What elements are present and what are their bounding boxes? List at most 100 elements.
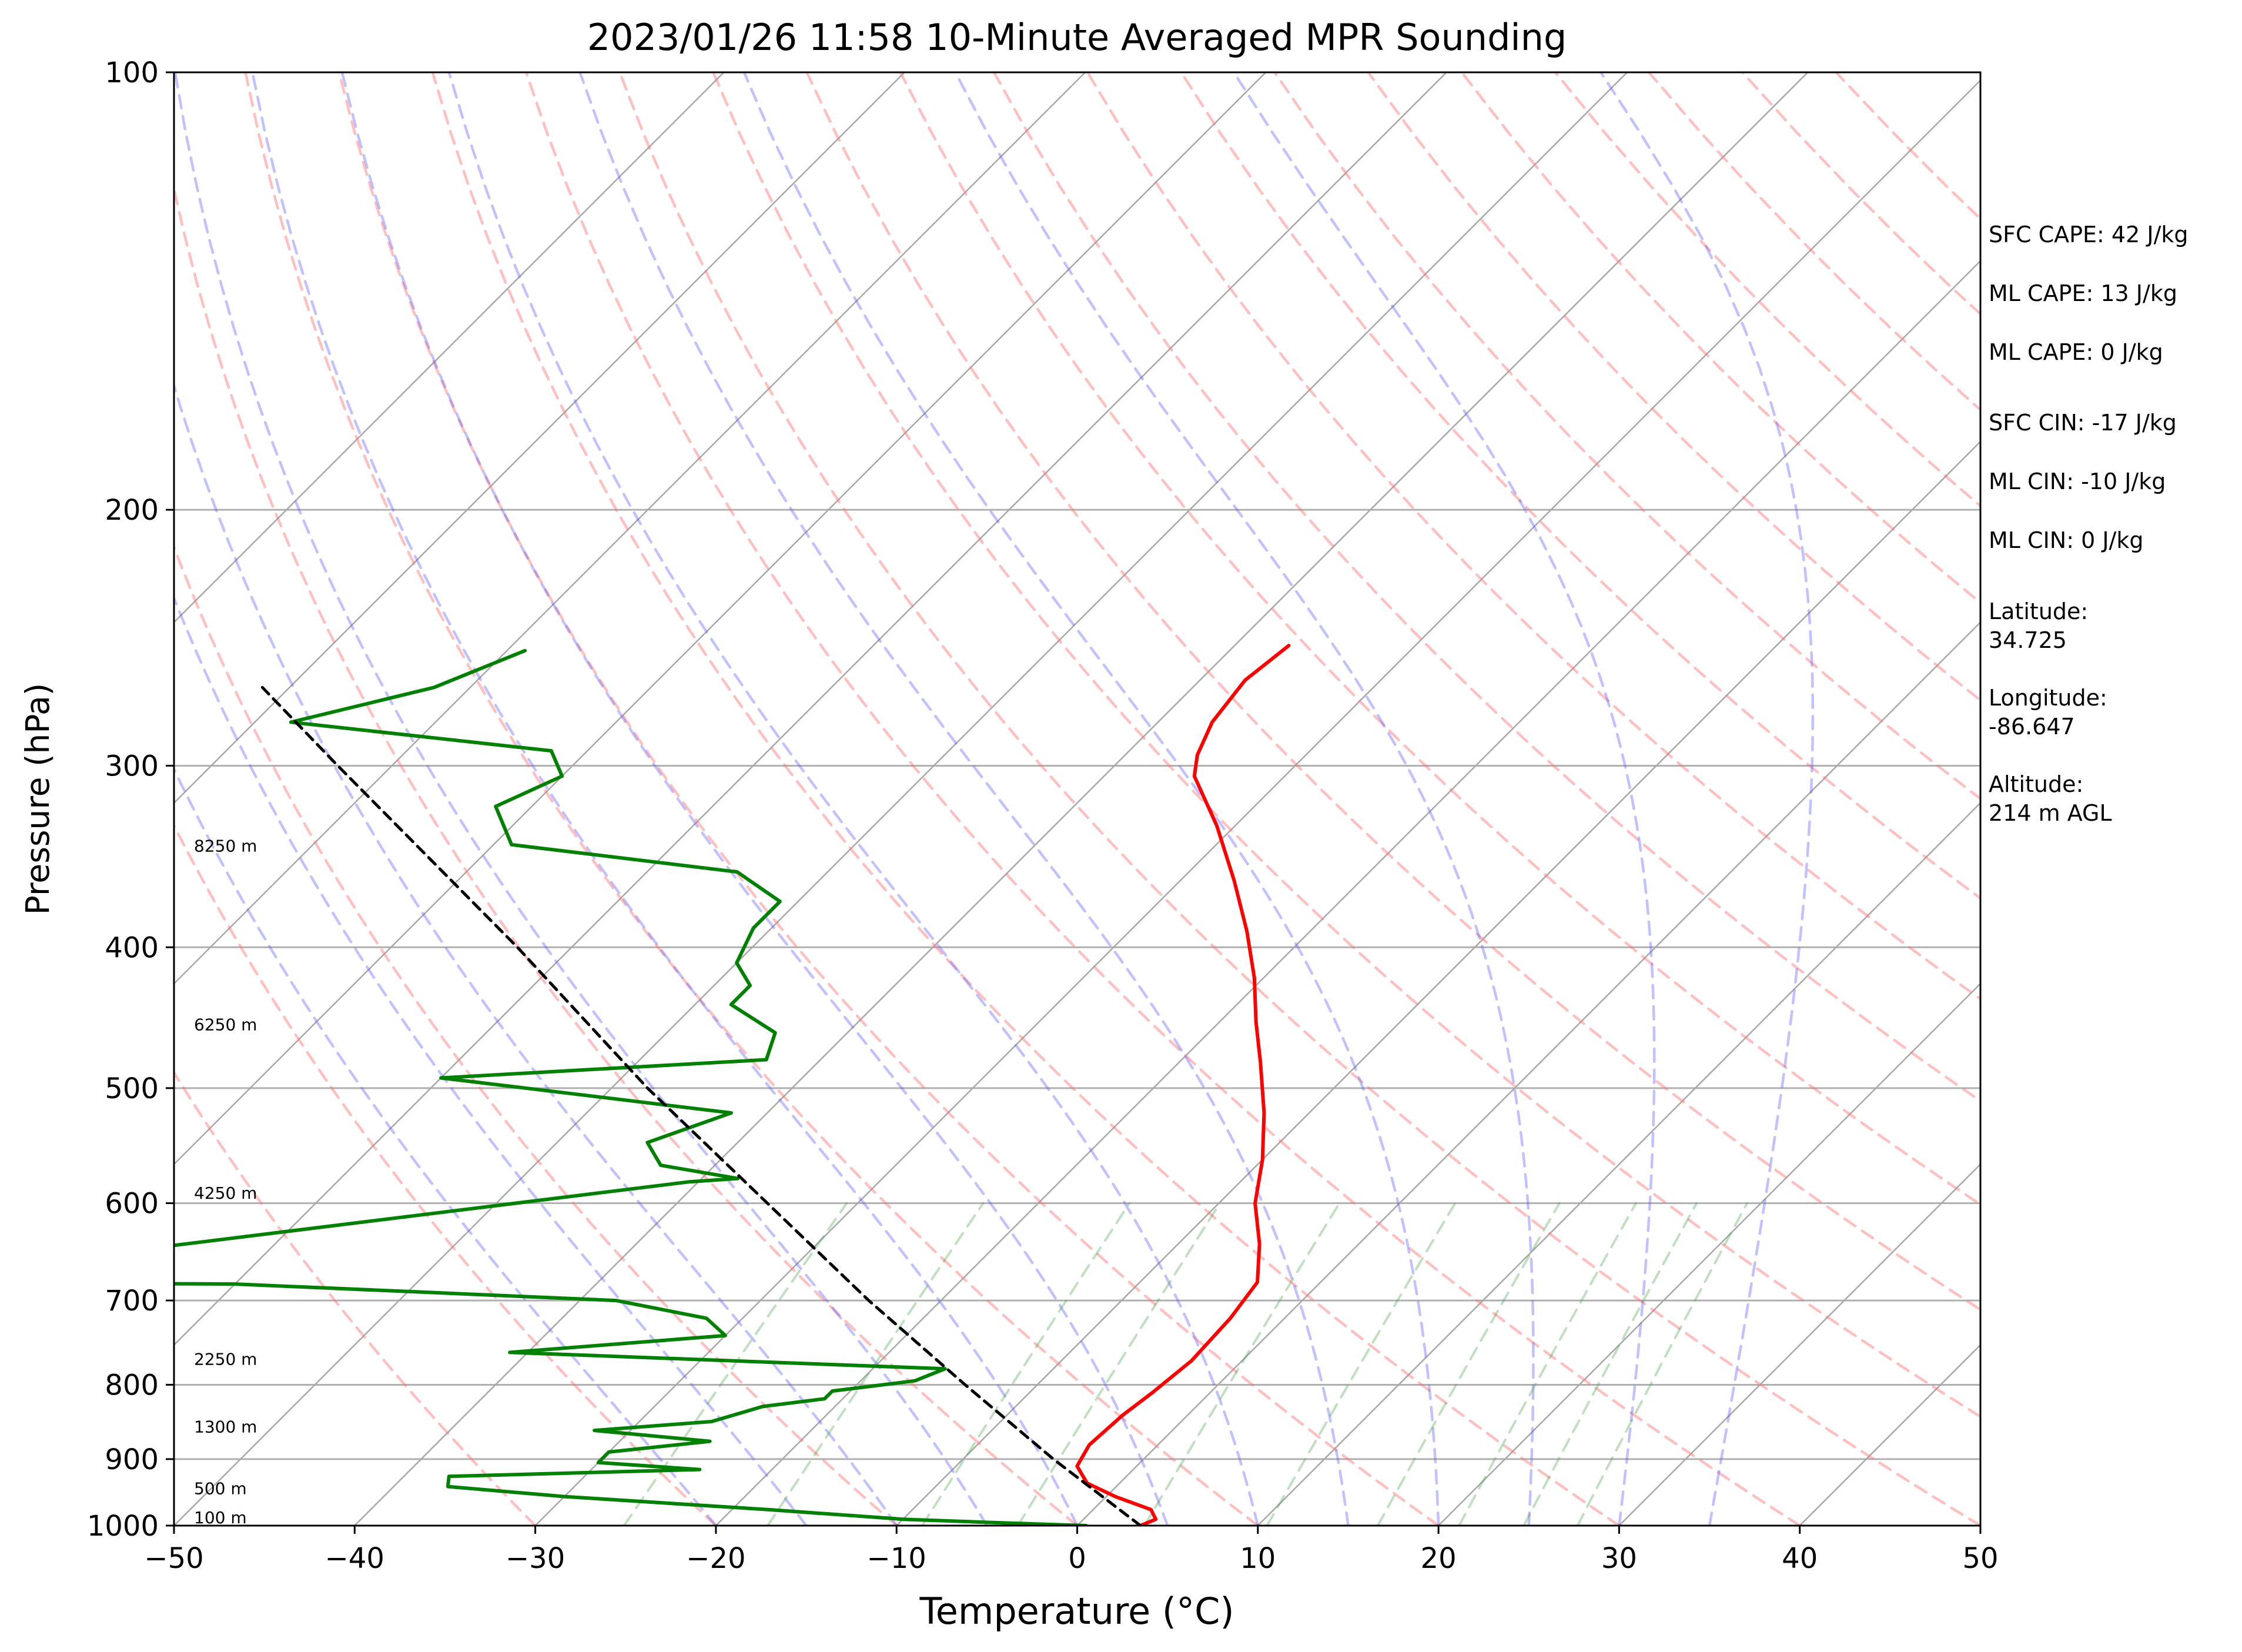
x-axis-label: Temperature (°C) [919, 1590, 1234, 1633]
mixing-ratio-line [1016, 1202, 1222, 1526]
x-tick-label: 0 [1068, 1542, 1086, 1575]
annotation-text: SFC CIN: -17 J/kg [1989, 410, 2177, 436]
y-tick-label: 300 [105, 750, 159, 782]
dry-adiabat-line [992, 72, 1980, 1103]
y-tick-label: 200 [105, 494, 159, 527]
dry-adiabat-line [174, 1070, 537, 1526]
x-tick-label: 30 [1601, 1542, 1637, 1575]
y-tick-label: 100 [105, 56, 159, 89]
annotation-text: ML CIN: -10 J/kg [1989, 469, 2166, 494]
x-tick-label: 40 [1782, 1542, 1818, 1575]
moist-adiabat-line [174, 381, 898, 1526]
dry-adiabat-line [244, 72, 1260, 1526]
dry-adiabat-line [899, 72, 1980, 1206]
data-series [174, 644, 1291, 1526]
height-label: 1300 m [194, 1417, 257, 1437]
moist-adiabat-line [251, 72, 1079, 1526]
annotations: SFC CAPE: 42 J/kg ML CAPE: 13 J/kg ML CAPE… [1989, 222, 2189, 826]
parcel-path-line [260, 685, 1142, 1526]
isotherm-line [715, 260, 1980, 1526]
height-label: 100 m [194, 1508, 247, 1527]
x-tick-label: 10 [1240, 1542, 1276, 1575]
y-tick-label: 400 [105, 931, 159, 964]
isotherm-line [174, 72, 1267, 1166]
y-tick-label: 800 [105, 1369, 159, 1402]
dry-adiabat-line [1273, 72, 1980, 801]
isotherm-line [1257, 802, 1980, 1526]
mixing-ratio-line [1576, 1202, 1749, 1526]
height-label: 2250 m [194, 1350, 257, 1369]
axis-ticks: −50 −40 −30 −20 −10 0 10 20 30 40 50 1000 900 800 700 6… [87, 56, 1999, 1575]
height-labels: 100 m 500 m 1300 m 2250 m 4250 m 6250 m 8250 m [194, 836, 257, 1527]
dry-adiabat-line [524, 72, 1801, 1526]
moist-adiabat-line [1599, 72, 1815, 1526]
moist-adiabat-line [174, 72, 989, 1526]
mixing-ratio-line [1143, 1202, 1341, 1526]
isotherm-line [174, 72, 905, 804]
dry-adiabat-line [712, 72, 1980, 1419]
x-tick-label: 20 [1421, 1542, 1457, 1575]
moist-adiabat-line [340, 72, 1169, 1526]
dry-adiabat-line [805, 72, 1980, 1312]
x-tick-label: −10 [867, 1542, 926, 1575]
mixing-ratio-line [767, 1202, 985, 1526]
height-label: 500 m [194, 1479, 247, 1499]
background-grid [174, 72, 1980, 1526]
annotation-text: Longitude: [1989, 685, 2107, 711]
isotherm-line [174, 72, 725, 624]
dry-adiabat-line [174, 543, 898, 1526]
annotation-text: ML CAPE: 13 J/kg [1989, 280, 2177, 306]
moist-adiabat-line [174, 766, 718, 1526]
isotherm-line [174, 72, 1628, 1526]
annotation-text: Latitude: [1989, 598, 2088, 624]
moist-adiabat-line [578, 72, 1350, 1526]
y-tick-label: 600 [105, 1188, 159, 1220]
moist-adiabat-line [742, 72, 1440, 1526]
y-tick-label: 900 [105, 1443, 159, 1476]
mixing-ratio-line [1376, 1202, 1561, 1526]
dry-adiabat-line [431, 72, 1621, 1526]
isotherm-line [1438, 982, 1980, 1526]
y-tick-label: 700 [105, 1285, 159, 1317]
dry-adiabat-line [337, 72, 1440, 1526]
isotherm-line [896, 440, 1980, 1526]
mixing-ratio-line [1522, 1202, 1698, 1526]
dewpoint-line [174, 648, 1088, 1526]
mixing-ratio-line [623, 1202, 848, 1526]
height-label: 8250 m [194, 836, 257, 855]
mixing-ratio-line [1266, 1202, 1457, 1526]
annotation-text: SFC CAPE: 42 J/kg [1989, 222, 2189, 248]
isotherm-line [354, 72, 1809, 1526]
isotherm-line [174, 72, 1086, 985]
dry-adiabat-line [174, 183, 1079, 1526]
annotation-text: Altitude: [1989, 771, 2083, 797]
y-tick-label: 1000 [87, 1510, 159, 1543]
isotherm-line [534, 79, 1980, 1526]
isotherm-line [1076, 621, 1980, 1526]
x-tick-label: −20 [686, 1542, 745, 1575]
x-tick-label: −40 [325, 1542, 384, 1575]
dry-adiabat-line [1367, 72, 1980, 702]
dry-adiabat-line [618, 72, 1980, 1526]
moist-adiabat-line [447, 72, 1260, 1526]
y-tick-label: 500 [105, 1072, 159, 1105]
moist-adiabat-line [953, 72, 1535, 1526]
height-label: 4250 m [194, 1183, 257, 1203]
dry-adiabat-line [1086, 72, 1980, 1001]
annotation-text: -86.647 [1989, 714, 2075, 740]
annotation-text: 214 m AGL [1989, 800, 2112, 826]
temperature-line [1075, 644, 1291, 1526]
moist-adiabat-line [174, 594, 808, 1526]
x-tick-label: −50 [144, 1542, 203, 1575]
x-tick-label: −30 [506, 1542, 565, 1575]
isotherm-line [1618, 1163, 1980, 1526]
mixing-ratio-line [1458, 1202, 1637, 1526]
annotation-text: ML CIN: 0 J/kg [1989, 527, 2143, 553]
height-label: 6250 m [194, 1015, 257, 1035]
y-axis-label: Pressure (hPa) [19, 683, 56, 915]
reference-lines [174, 72, 1980, 1526]
chart-title: 2023/01/26 11:58 10-Minute Averaged MPR … [587, 16, 1567, 59]
x-tick-label: 50 [1962, 1542, 1998, 1575]
